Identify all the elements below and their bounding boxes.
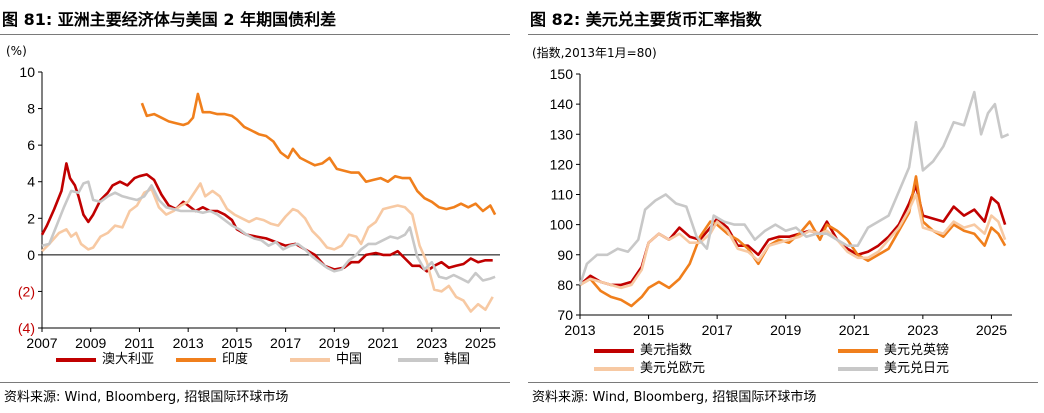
y-tick-label: 2 (27, 210, 35, 226)
x-tick-label: 2017 (270, 335, 301, 351)
line-series-1 (140, 92, 497, 216)
x-tick-label: 2011 (124, 335, 154, 351)
x-tick-label: 2023 (907, 322, 938, 338)
legend-swatch (838, 349, 878, 353)
right-source-divider (528, 382, 1038, 383)
y-tick-label: 150 (550, 66, 574, 82)
left-chart-title: 图 81: 亚洲主要经济体与美国 2 年期国债利差 (2, 10, 337, 29)
y-tick-label: (2) (18, 283, 35, 299)
x-tick-label: 2017 (702, 322, 733, 338)
x-tick-label: 2021 (839, 322, 870, 338)
x-tick-label: 2025 (465, 335, 496, 351)
x-tick-label: 2025 (976, 322, 1007, 338)
legend-label: 美元兑英镑 (884, 343, 950, 358)
right-chart-title: 图 82: 美元兑主要货币汇率指数 (530, 10, 762, 29)
x-tick-label: 2019 (770, 322, 801, 338)
y-tick-label: 6 (27, 137, 35, 153)
legend-swatch (594, 367, 634, 371)
line-series-3 (578, 90, 1010, 286)
legend-swatch (838, 367, 878, 371)
x-tick-label: 2013 (173, 335, 204, 351)
y-tick-label: (4) (18, 320, 35, 336)
right-title-divider (528, 34, 1038, 35)
y-tick-label: 130 (550, 126, 574, 142)
x-tick-label: 2009 (75, 335, 106, 351)
x-tick-label: 2015 (221, 335, 252, 351)
x-tick-label: 2021 (367, 335, 398, 351)
legend-label: 中国 (336, 352, 363, 367)
x-tick-label: 2013 (564, 322, 595, 338)
legend-label: 印度 (222, 352, 249, 367)
right-chart-panel: 图 82: 美元兑主要货币汇率指数 (指数,2013年1月=80) 150 140… (528, 0, 1038, 413)
line-series-2 (579, 193, 1007, 290)
y-tick-label: 140 (550, 96, 574, 112)
x-tick-label: 2007 (26, 335, 57, 351)
y-tick-label: 70 (557, 307, 573, 323)
legend-label: 澳大利亚 (102, 352, 155, 367)
line-series-1 (579, 175, 1007, 308)
legend-label: 美元兑日元 (884, 361, 950, 376)
left-source-note: 资料来源: Wind, Bloomberg, 招银国际环球市场 (4, 390, 289, 405)
x-tick-label: 2015 (633, 322, 664, 338)
y-tick-label: 100 (550, 217, 574, 233)
right-source-note: 资料来源: Wind, Bloomberg, 招银国际环球市场 (532, 390, 817, 405)
line-series-3 (41, 180, 496, 284)
legend-label: 韩国 (444, 352, 471, 367)
y-tick-label: 90 (557, 247, 573, 263)
legend-label: 美元指数 (640, 343, 693, 358)
legend-swatch (56, 358, 96, 362)
left-line-chart: 10 8 6 4 2 0 (2) (4)2007 2009 2011 2013 2015 2017 201… (18, 64, 500, 351)
line-series-2 (41, 182, 494, 313)
left-chart-panel: 图 81: 亚洲主要经济体与美国 2 年期国债利差 (%) 10 8 6 4 2 0 (2)… (0, 0, 510, 413)
legend-swatch (290, 358, 330, 362)
y-tick-label: 4 (27, 174, 35, 190)
legend-swatch (398, 358, 438, 362)
legend-label: 美元兑欧元 (640, 361, 706, 376)
legend-swatch (176, 358, 216, 362)
legend-swatch (594, 349, 634, 353)
x-tick-label: 2019 (319, 335, 350, 351)
left-title-divider (0, 34, 510, 35)
left-y-unit-label: (%) (6, 44, 27, 58)
y-tick-label: 120 (550, 156, 574, 172)
y-tick-label: 80 (557, 277, 573, 293)
left-source-divider (0, 382, 510, 383)
y-tick-label: 8 (27, 101, 35, 117)
y-tick-label: 0 (27, 247, 35, 263)
right-y-unit-label: (指数,2013年1月=80) (532, 46, 657, 60)
y-tick-label: 110 (551, 187, 574, 203)
y-tick-label: 10 (19, 64, 35, 80)
x-tick-label: 2023 (416, 335, 447, 351)
